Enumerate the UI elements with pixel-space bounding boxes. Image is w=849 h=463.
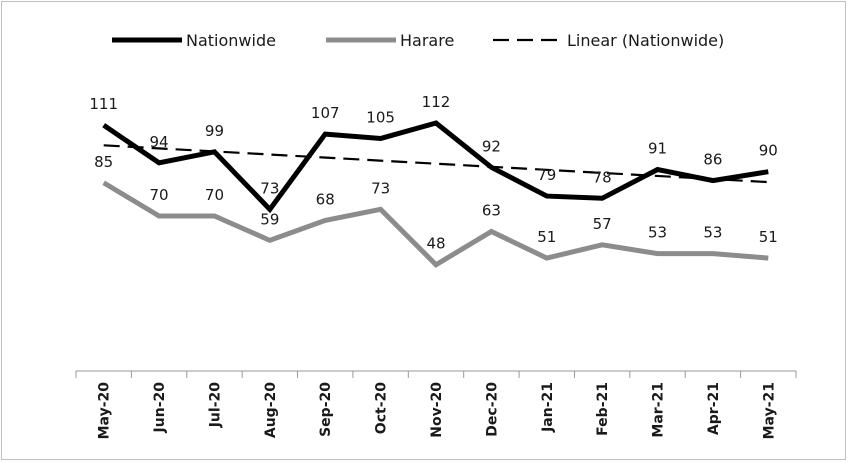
x-axis: May-20 Jun-20 Jul-20 Aug-20 Sep-20 Oct-20 Nov-… — [75, 370, 797, 440]
legend-label: Nationwide — [186, 31, 276, 50]
data-label-nationwide: 86 — [703, 151, 722, 169]
trendline-layer — [103, 144, 769, 184]
data-label-harare: 59 — [260, 210, 279, 228]
x-tick-label: Apr-21 — [706, 382, 722, 435]
legend-item-nationwide: Nationwide — [112, 31, 276, 50]
data-label-nationwide: 105 — [366, 109, 395, 127]
legend-item-harare: Harare — [326, 31, 454, 50]
x-tick-label: Nov-20 — [429, 382, 445, 438]
data-label-harare: 70 — [150, 186, 169, 204]
data-label-nationwide: 91 — [648, 140, 667, 158]
data-label-harare: 68 — [316, 190, 335, 208]
x-tick-label: Dec-20 — [484, 382, 500, 437]
x-tick-label: May-20 — [97, 382, 113, 440]
data-label-harare: 63 — [482, 202, 501, 220]
data-label-harare: 70 — [205, 186, 224, 204]
series-layer — [102, 120, 769, 268]
data-label-nationwide: 112 — [422, 93, 451, 111]
data-label-harare: 51 — [759, 228, 778, 246]
data-label-harare: 73 — [371, 179, 390, 197]
data-label-nationwide: 79 — [537, 166, 556, 184]
legend-item-linear-nationwide: Linear (Nationwide) — [493, 31, 724, 50]
x-tick-label: Mar-21 — [651, 382, 667, 438]
legend-label: Linear (Nationwide) — [567, 31, 724, 50]
data-label-layer: 111 94 99 73 107 105 112 92 79 78 91 86 90 85 70 70 59 68… — [89, 93, 777, 253]
data-label-harare: 53 — [648, 224, 667, 242]
series-line-harare — [102, 180, 769, 268]
data-label-nationwide: 78 — [593, 168, 612, 186]
x-tick-label: Aug-20 — [263, 382, 279, 438]
data-label-harare: 51 — [537, 228, 556, 246]
data-label-harare: 53 — [703, 224, 722, 242]
data-label-harare: 85 — [94, 153, 113, 171]
trendline-nationwide — [103, 144, 769, 184]
data-label-harare: 48 — [426, 235, 445, 253]
data-label-nationwide: 111 — [89, 95, 118, 113]
x-tick-label: Sep-20 — [318, 382, 334, 437]
data-label-nationwide: 99 — [205, 122, 224, 140]
data-label-nationwide: 94 — [150, 133, 169, 151]
x-tick-label: Jan-21 — [540, 382, 556, 433]
data-label-nationwide: 73 — [260, 179, 279, 197]
x-tick-label: Jun-20 — [152, 382, 168, 434]
data-label-nationwide: 90 — [759, 142, 778, 160]
data-label-nationwide: 107 — [311, 104, 340, 122]
x-tick-label: May-21 — [761, 382, 777, 439]
legend: Nationwide Harare Linear (Nationwide) — [112, 31, 724, 50]
x-tick-label: Feb-21 — [595, 382, 611, 436]
x-tick-label: Oct-20 — [374, 382, 390, 434]
data-label-harare: 57 — [593, 215, 612, 233]
legend-label: Harare — [400, 31, 454, 50]
x-tick-label: Jul-20 — [207, 382, 223, 429]
series-line-nationwide — [102, 120, 769, 214]
data-label-nationwide: 92 — [482, 137, 501, 155]
